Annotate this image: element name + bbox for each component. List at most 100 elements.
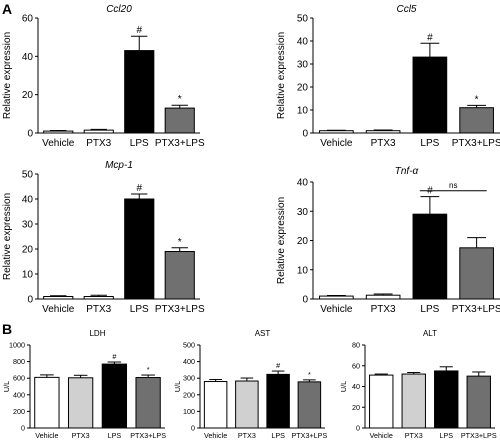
x-tick-label: LPS (108, 431, 122, 440)
x-tick-label: PTX3+LPS (461, 431, 497, 440)
significance-marker: # (136, 183, 142, 194)
x-tick-label: PTX3 (371, 304, 396, 315)
x-tick-label: PTX3+LPS (155, 304, 205, 315)
x-tick-label: LPS (130, 304, 149, 315)
bar-ptx3 (83, 296, 114, 300)
y-tick-label: 60 (22, 14, 34, 25)
x-tick-label: LPS (439, 431, 453, 440)
y-axis-title: Relative expression (276, 197, 287, 284)
y-axis-title: Relative expression (2, 193, 13, 280)
x-tick-label: LPS (130, 138, 149, 149)
bar-ptx3 (235, 380, 259, 429)
y-tick-label: 50 (22, 170, 34, 181)
chart-3: 0 10 20 30 40 Relative expression Tnf-α Vehicle… (276, 166, 500, 315)
y-tick-label: 500 (183, 341, 195, 350)
significance-marker: * (147, 365, 150, 374)
y-tick-label: 100 (183, 407, 195, 416)
x-tick-label: Vehicle (320, 304, 353, 315)
charts-container: 0 20 40 60 Relative expression Ccl20 Vehicle PT… (2, 4, 500, 440)
x-tick-label: LPS (420, 304, 439, 315)
y-tick-label: 50 (297, 14, 309, 25)
y-tick-label: 20 (22, 245, 34, 256)
bar-vehicle (43, 296, 74, 300)
bar-lps (101, 363, 128, 429)
x-tick-label: PTX3 (405, 431, 423, 440)
y-tick-label: 400 (13, 390, 25, 399)
bar-ptx3-lps (466, 375, 491, 429)
bar-lps (412, 213, 448, 300)
y-tick-label: 10 (22, 270, 34, 281)
x-tick-label: PTX3+LPS (155, 138, 205, 149)
y-tick-label: 80 (352, 341, 360, 350)
bar-vehicle (369, 374, 394, 429)
y-tick-label: 400 (183, 357, 195, 366)
chart-title: AST (255, 329, 271, 338)
x-tick-label: PTX3+LPS (452, 138, 500, 149)
bar-lps (124, 198, 155, 300)
y-tick-label: 20 (352, 403, 360, 412)
bar-lps (266, 373, 290, 429)
y-tick-label: 30 (22, 220, 34, 231)
y-tick-label: 10 (297, 265, 309, 276)
y-tick-label: 0 (191, 424, 195, 433)
chart-title: Tnf-α (395, 166, 419, 177)
y-axis-title: Relative expression (276, 32, 287, 119)
chart-5: 0 100 200 300 400 500 U/L AST Vehicle PTX3 LPS PTX3… (173, 329, 327, 440)
chart-2: 0 10 20 30 40 50 Relative expression Mcp-1 Vehic… (2, 160, 205, 315)
bar-ptx3-lps (459, 247, 494, 300)
y-axis-title: U/L (173, 381, 182, 392)
panel-letter-a: A (2, 1, 12, 17)
bar-vehicle (203, 381, 228, 429)
x-tick-label: PTX3+LPS (452, 304, 500, 315)
bar-ptx3 (365, 294, 401, 300)
y-tick-label: 20 (297, 83, 309, 94)
y-tick-label: 800 (13, 357, 25, 366)
panel-letter-b: B (2, 321, 12, 337)
x-tick-label: LPS (271, 431, 285, 440)
x-tick-label: Vehicle (42, 304, 75, 315)
y-tick-label: 600 (13, 374, 25, 383)
y-tick-label: 0 (21, 424, 25, 433)
significance-marker: # (276, 361, 280, 370)
significance-marker: # (112, 352, 116, 361)
chart-4: 0 200 400 600 800 1000 U/L LDH Vehicle PTX3 LPS PTX… (2, 329, 166, 440)
bar-ptx3-lps (135, 377, 161, 429)
y-tick-label: 40 (297, 37, 309, 48)
x-tick-label: PTX3 (238, 431, 256, 440)
x-tick-label: Vehicle (320, 138, 353, 149)
x-tick-label: PTX3 (371, 138, 396, 149)
chart-title: ALT (423, 329, 437, 338)
bar-ptx3 (365, 130, 401, 134)
chart-6: 0 20 40 60 80 U/L ALT Vehicle PTX3 LPS PTX3+LPS (339, 329, 497, 440)
y-tick-label: 0 (356, 424, 360, 433)
y-tick-label: 40 (297, 178, 309, 189)
y-tick-label: 200 (183, 390, 195, 399)
bar-vehicle (319, 295, 354, 300)
y-axis-title: U/L (2, 381, 11, 392)
y-tick-label: 1000 (9, 341, 25, 350)
x-tick-label: PTX3 (86, 138, 111, 149)
x-tick-label: PTX3 (86, 304, 111, 315)
x-tick-label: PTX3+LPS (130, 431, 166, 440)
bar-ptx3 (83, 129, 114, 134)
bar-ptx3 (67, 377, 94, 429)
bar-ptx3 (401, 373, 426, 429)
chart-0: 0 20 40 60 Relative expression Ccl20 Vehicle PT… (2, 4, 205, 149)
y-tick-label: 10 (297, 106, 309, 117)
significance-marker: * (178, 94, 182, 105)
chart-1: 0 10 20 30 40 50 Relative expression Ccl5 Vehicl… (276, 4, 500, 149)
x-tick-label: PTX3+LPS (291, 431, 327, 440)
x-tick-label: Vehicle (370, 431, 393, 440)
bar-ptx3-lps (164, 251, 195, 300)
bar-vehicle (43, 130, 74, 134)
x-tick-label: Vehicle (35, 431, 58, 440)
y-tick-label: 0 (302, 129, 308, 140)
significance-marker: * (178, 237, 182, 248)
comparison-label: ns (449, 181, 457, 190)
y-tick-label: 200 (13, 407, 25, 416)
chart-title: LDH (89, 329, 105, 338)
x-tick-label: Vehicle (42, 138, 75, 149)
bar-ptx3-lps (164, 107, 195, 134)
y-tick-label: 300 (183, 374, 195, 383)
bar-lps (412, 56, 448, 134)
